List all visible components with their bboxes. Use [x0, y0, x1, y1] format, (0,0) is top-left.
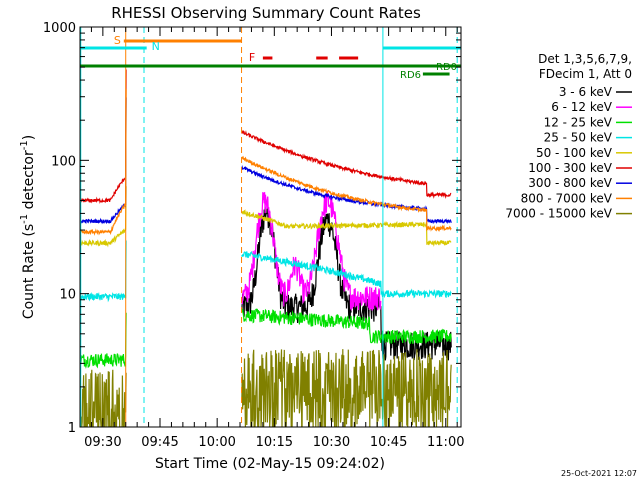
- trace-25-50-kev: [80, 240, 452, 303]
- chart-title: RHESSI Observing Summary Count Rates: [111, 4, 421, 22]
- saa-label: S: [114, 34, 121, 47]
- night-label: N: [152, 40, 160, 53]
- legend-label: 3 - 6 keV: [559, 85, 613, 99]
- y-axis-label-part1: Count Rate (s: [21, 224, 37, 319]
- trace-12-25-kev: [80, 308, 452, 369]
- x-tick-label: 10:30: [313, 435, 350, 450]
- legend: Det 1,3,5,6,7,9, FDecim 1, Att 0 3 - 6 k…: [505, 52, 632, 221]
- flare-label: F: [249, 51, 255, 64]
- rd0-label: RD0: [436, 62, 457, 73]
- y-tick-label: 100: [51, 154, 76, 169]
- y-axis-label-part2: detector: [21, 150, 37, 214]
- trace-100-300-kev: [80, 69, 452, 204]
- x-tick-label: 09:30: [84, 435, 121, 450]
- legend-header-line1: Det 1,3,5,6,7,9,: [538, 52, 632, 66]
- x-tick-label: 10:00: [198, 435, 235, 450]
- legend-label: 6 - 12 keV: [551, 100, 613, 114]
- plot-frame: [79, 26, 462, 428]
- trace-50-100-kev: [80, 186, 452, 248]
- x-tick-label: 11:00: [427, 435, 464, 450]
- x-tick-label: 09:45: [141, 435, 178, 450]
- trace-800-7000-kev: [80, 89, 452, 236]
- trace-6-12-kev: [241, 190, 382, 312]
- y-axis-label-sup2: -1: [19, 140, 30, 150]
- trace-7000-15000-kev: [80, 349, 452, 427]
- legend-label: 800 - 7000 keV: [521, 191, 613, 205]
- y-axis-label: Count Rate (s-1 detector-1): [19, 135, 37, 319]
- y-axis-label-part3: ): [21, 135, 37, 140]
- legend-label: 12 - 25 keV: [544, 115, 613, 129]
- y-tick-label: 10: [59, 288, 76, 303]
- legend-label: 300 - 800 keV: [528, 176, 612, 190]
- legend-label: 7000 - 15000 keV: [505, 207, 612, 221]
- legend-label: 100 - 300 keV: [528, 161, 612, 175]
- rd6-label: RD6: [400, 70, 421, 81]
- y-axis-label-sup1: -1: [19, 214, 30, 224]
- x-tick-label: 10:45: [370, 435, 407, 450]
- y-tick-label: 1000: [43, 21, 76, 36]
- y-tick-label: 1: [68, 421, 76, 436]
- legend-header-line2: FDecim 1, Att 0: [539, 67, 632, 81]
- legend-label: 50 - 100 keV: [536, 146, 613, 160]
- legend-label: 25 - 50 keV: [544, 131, 613, 145]
- footer-date: 25-Oct-2021 12:07: [561, 469, 637, 478]
- x-axis-label: Start Time (02-May-15 09:24:02): [155, 456, 385, 472]
- x-tick-label: 10:15: [256, 435, 293, 450]
